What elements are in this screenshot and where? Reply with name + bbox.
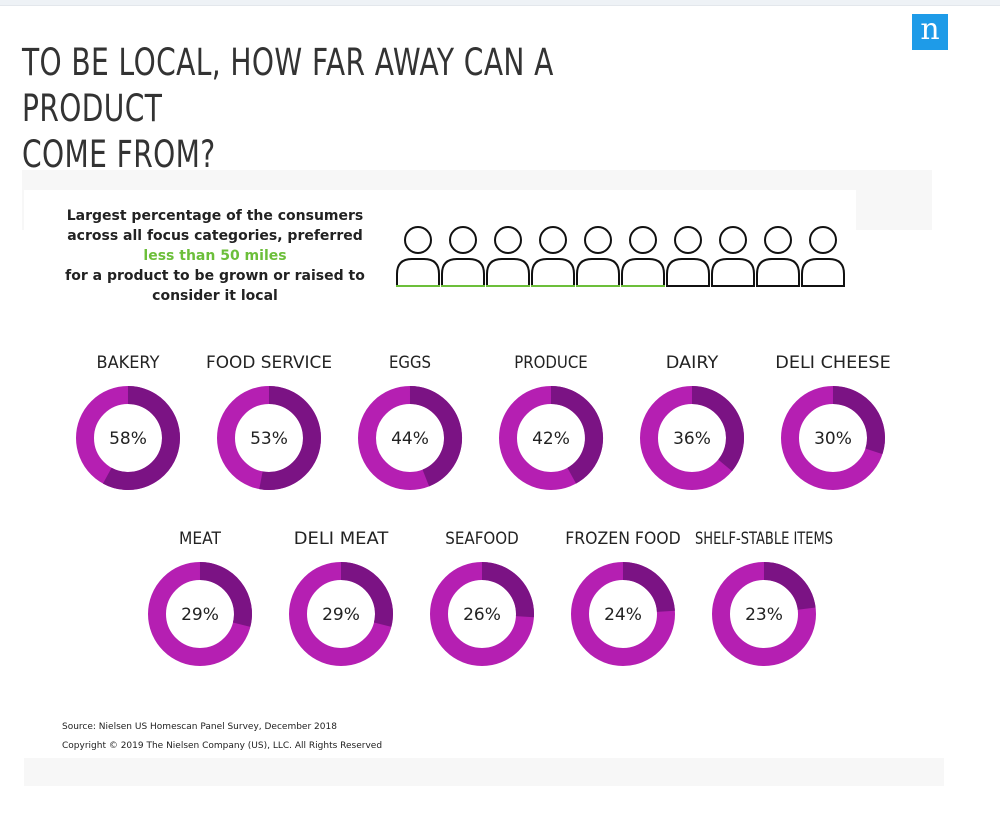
donut-item: DAIRY 36% xyxy=(640,353,744,490)
top-rule xyxy=(0,0,1000,6)
person-icon xyxy=(801,226,845,287)
value-label: 44% xyxy=(391,429,429,449)
donut-item: SEAFOOD 26% xyxy=(430,529,534,666)
donut-value-arc xyxy=(340,562,393,627)
donut-value-arc xyxy=(409,386,462,487)
person-icon xyxy=(396,226,440,287)
donut-value-arc xyxy=(199,562,252,627)
donut-value-arc xyxy=(691,386,744,472)
category-label: DELI CHEESE xyxy=(775,353,891,373)
nielsen-logo[interactable]: n xyxy=(912,14,948,50)
person-icon xyxy=(441,226,485,287)
panel-bottom xyxy=(24,758,944,786)
person-icon xyxy=(756,226,800,287)
donut-item: FOOD SERVICE 53% xyxy=(206,353,332,490)
category-label: PRODUCE xyxy=(514,353,588,373)
donut-item: SHELF-STABLE ITEMS 23% xyxy=(695,529,833,666)
person-icon xyxy=(711,226,755,287)
donut-value-arc xyxy=(259,386,321,490)
intro-line-2: across all focus categories, preferred xyxy=(67,228,363,244)
person-icon xyxy=(621,226,665,287)
person-icon xyxy=(486,226,530,287)
donut-item: PRODUCE 42% xyxy=(499,353,603,490)
donut-item: EGGS 44% xyxy=(358,353,462,490)
copyright-note: Copyright © 2019 The Nielsen Company (US… xyxy=(62,741,383,751)
page-title-line-1: TO BE LOCAL, HOW FAR AWAY CAN A PRODUCT xyxy=(22,41,554,130)
intro-line-1: Largest percentage of the consumers xyxy=(66,208,364,224)
intro-line-3: for a product to be grown or raised to xyxy=(65,268,365,284)
value-label: 30% xyxy=(814,429,852,449)
donut-chart-grid: BAKERY 58% FOOD SERVICE 53% EGGS 44% PRODUCE 42… xyxy=(76,353,891,666)
value-label: 29% xyxy=(181,605,219,625)
category-label: FROZEN FOOD xyxy=(565,529,681,549)
person-icon xyxy=(666,226,710,287)
source-note: Source: Nielsen US Homescan Panel Survey… xyxy=(62,722,337,732)
page-title: TO BE LOCAL, HOW FAR AWAY CAN A PRODUCT … xyxy=(22,40,600,178)
value-label: 58% xyxy=(109,429,147,449)
donut-value-arc xyxy=(832,386,885,455)
donut-value-arc xyxy=(481,562,534,618)
donut-value-arc xyxy=(102,386,180,490)
people-icon-row xyxy=(396,226,845,287)
donut-value-arc xyxy=(622,562,675,613)
value-label: 24% xyxy=(604,605,642,625)
donut-item: DELI MEAT 29% xyxy=(289,529,393,666)
category-label: EGGS xyxy=(389,353,431,373)
value-label: 23% xyxy=(745,605,783,625)
category-label: SEAFOOD xyxy=(445,529,519,549)
category-label: FOOD SERVICE xyxy=(206,353,332,373)
category-label: DELI MEAT xyxy=(294,529,389,549)
value-label: 36% xyxy=(673,429,711,449)
donut-item: DELI CHEESE 30% xyxy=(775,353,891,490)
person-icon xyxy=(531,226,575,287)
intro-line-4: consider it local xyxy=(152,288,278,304)
value-label: 53% xyxy=(250,429,288,449)
donut-item: MEAT 29% xyxy=(148,529,252,666)
category-label: MEAT xyxy=(179,529,222,549)
donut-value-arc xyxy=(763,562,816,611)
page-title-line-2: COME FROM? xyxy=(22,133,216,176)
value-label: 26% xyxy=(463,605,501,625)
value-label: 29% xyxy=(322,605,360,625)
donut-value-arc xyxy=(550,386,603,484)
donut-item: BAKERY 58% xyxy=(76,353,180,490)
category-label: SHELF-STABLE ITEMS xyxy=(695,529,833,549)
intro-highlight: less than 50 miles xyxy=(143,248,287,264)
person-icon xyxy=(576,226,620,287)
category-label: BAKERY xyxy=(97,353,161,373)
intro-text: Largest percentage of the consumers acro… xyxy=(50,206,380,306)
category-label: DAIRY xyxy=(666,353,719,373)
donut-item: FROZEN FOOD 24% xyxy=(565,529,681,666)
value-label: 42% xyxy=(532,429,570,449)
